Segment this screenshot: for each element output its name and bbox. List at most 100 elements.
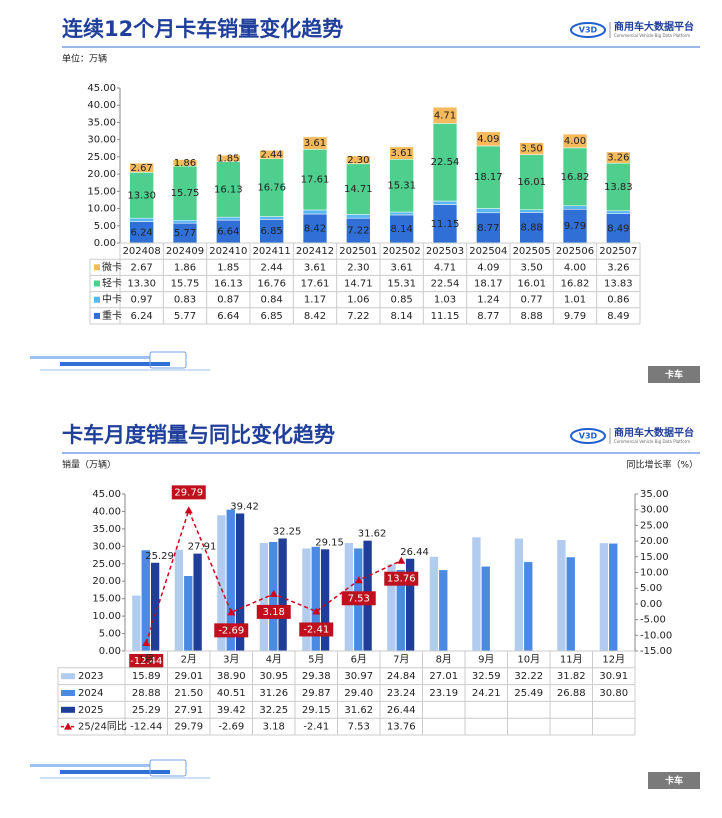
y-tick-label: 25.00 <box>87 152 116 163</box>
table-cell: 27.91 <box>174 705 203 716</box>
bar-segment <box>389 146 414 160</box>
data-label: 13.83 <box>604 182 633 193</box>
table-cell: 31.26 <box>259 688 288 699</box>
bar-segment <box>259 150 284 160</box>
bar-segment <box>562 133 588 149</box>
x-tick-label: 3月 <box>223 653 239 665</box>
x-tick-label: 202409 <box>166 246 204 257</box>
y2-tick-label: 5.00 <box>640 583 662 594</box>
table-cell: 30.91 <box>599 671 628 682</box>
table-cell: 1.86 <box>174 262 196 273</box>
data-label: 15.31 <box>387 181 416 192</box>
data-label: 3.18 <box>263 607 285 618</box>
y2-tick-label: 15.00 <box>640 552 669 563</box>
data-label: 11.15 <box>431 219 460 230</box>
x-tick-label: 202408 <box>123 246 161 257</box>
data-label: 2.67 <box>131 163 153 174</box>
bar <box>566 557 575 651</box>
x-tick-label: 8月 <box>436 653 452 665</box>
line-marker <box>269 589 278 597</box>
x-tick-label: 202502 <box>383 246 421 257</box>
chart-title: 连续12个月卡车销量变化趋势 <box>62 17 343 41</box>
bar-segment <box>216 154 241 162</box>
bar <box>320 549 330 651</box>
table-cell: 8.49 <box>607 311 629 322</box>
bar <box>141 550 150 651</box>
table-cell: 1.06 <box>347 295 369 306</box>
x-tick-label: 1月 <box>138 653 154 665</box>
line-marker <box>397 556 406 564</box>
logo-text: V3D <box>579 26 598 35</box>
data-label: 25.29 <box>145 551 174 562</box>
tag: 卡车 <box>665 369 683 381</box>
table-cell: 2.30 <box>347 262 369 273</box>
data-label: 32.25 <box>273 526 302 537</box>
table-cell: -12.44 <box>130 722 162 733</box>
y-tick-label: 0.00 <box>99 646 121 657</box>
bar <box>396 569 405 651</box>
table-cell: 29.40 <box>344 688 373 699</box>
table-cell: 7.22 <box>347 311 369 322</box>
y-tick-label: 25.00 <box>92 559 121 570</box>
legend-marker <box>94 296 100 303</box>
y2-tick-label: 25.00 <box>640 520 669 531</box>
y-tick-label: 45.00 <box>87 83 116 94</box>
table-cell: 23.19 <box>429 688 458 699</box>
table-cell: 24.84 <box>387 671 416 682</box>
table-cell: 18.17 <box>474 279 503 290</box>
table-cell: 29.38 <box>302 671 331 682</box>
y2-tick-label: 0.00 <box>640 599 662 610</box>
data-label: 8.49 <box>607 223 629 234</box>
y-tick-label: 35.00 <box>87 117 116 128</box>
data-label: 6.85 <box>261 226 283 237</box>
bar <box>439 570 448 651</box>
legend-marker <box>61 690 75 696</box>
bar-segment <box>346 155 371 165</box>
table-cell: 16.76 <box>257 279 286 290</box>
y-tick-label: 10.00 <box>92 611 121 622</box>
table-cell: 15.75 <box>171 279 200 290</box>
table-cell: 29.15 <box>302 705 331 716</box>
data-label: 4.71 <box>434 110 456 121</box>
data-label: 9.79 <box>564 221 586 232</box>
table-cell: 26.44 <box>387 705 416 716</box>
logo-shape <box>570 22 606 38</box>
legend-label: 2023 <box>78 671 103 682</box>
data-label: 8.77 <box>477 223 499 234</box>
y-tick-label: 45.00 <box>92 489 121 500</box>
bar <box>311 546 320 651</box>
table-cell: 0.83 <box>174 295 196 306</box>
table-cell: 29.79 <box>174 722 203 733</box>
data-label: 29.15 <box>315 537 344 548</box>
y-axis-label: 销量（万辆） <box>62 459 116 471</box>
data-label: -2.41 <box>303 624 329 635</box>
y-tick-label: 15.00 <box>92 594 121 605</box>
bar <box>132 595 141 651</box>
table-cell: 0.84 <box>261 295 283 306</box>
chart-title: 卡车月度销量与同比变化趋势 <box>62 423 335 447</box>
table-cell: -2.69 <box>218 722 244 733</box>
table-cell: 0.87 <box>217 295 239 306</box>
bar-segment <box>606 151 631 164</box>
bar <box>217 515 226 651</box>
brand: 商用车大数据平台 <box>614 20 694 33</box>
bar-segment <box>172 220 198 224</box>
table-cell: 3.61 <box>304 262 326 273</box>
x-tick-label: 202503 <box>426 246 464 257</box>
bar <box>514 538 524 651</box>
line-marker <box>142 638 151 646</box>
data-label: 4.09 <box>477 134 499 145</box>
legend-marker <box>61 706 75 713</box>
table-cell: 30.97 <box>344 671 373 682</box>
y2-tick-label: 10.00 <box>640 568 669 579</box>
data-label: 3.50 <box>521 144 543 155</box>
y2-tick-label: 35.00 <box>640 489 669 500</box>
table-cell: 32.59 <box>472 671 501 682</box>
table-cell: 30.80 <box>599 688 628 699</box>
bar-segment <box>432 200 458 205</box>
table-cell: 29.01 <box>174 671 203 682</box>
table-cell: 30.95 <box>259 671 288 682</box>
x-tick-label: 202506 <box>556 246 594 257</box>
table-cell: 3.50 <box>521 262 543 273</box>
tag-box <box>648 366 700 383</box>
